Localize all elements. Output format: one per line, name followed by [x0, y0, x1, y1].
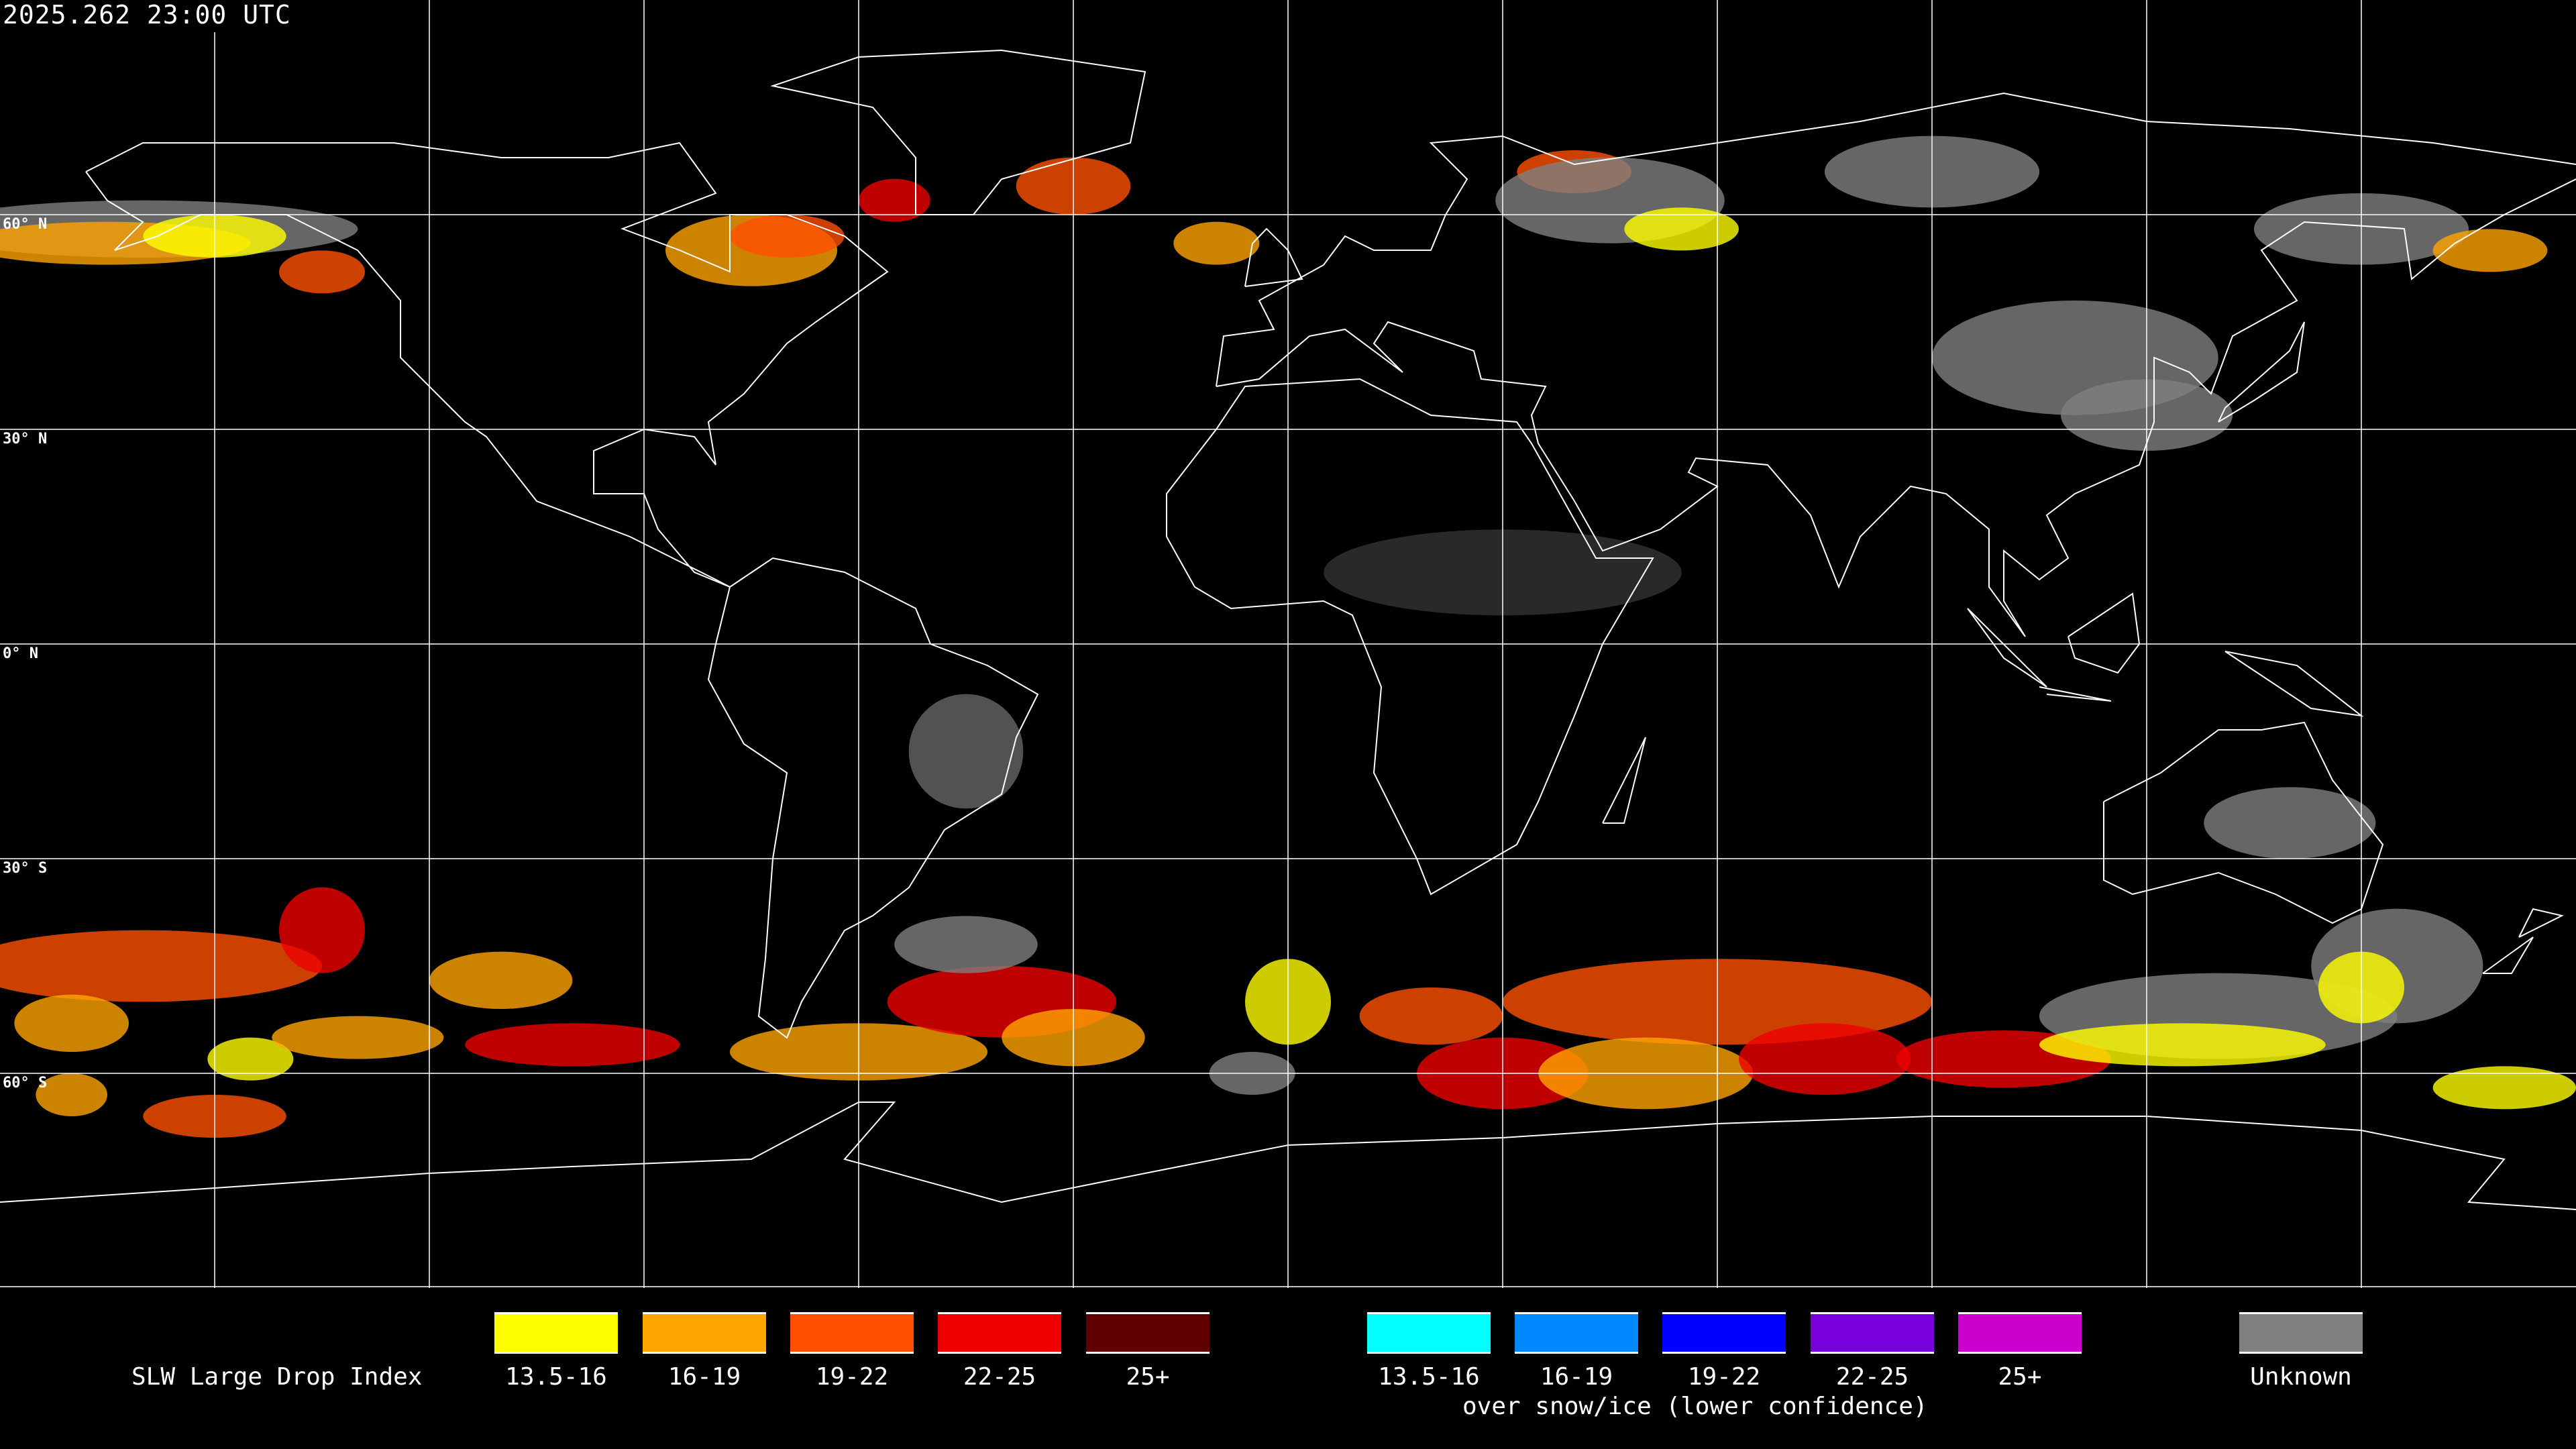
cloud-patch	[729, 214, 845, 258]
legend-swatch-snow-2	[1515, 1312, 1638, 1354]
legend-label-unknown: Unknown	[2250, 1363, 2352, 1391]
legend-swatch-main-3	[790, 1312, 914, 1354]
cloud-patch	[1624, 207, 1739, 251]
coastline	[1166, 378, 1654, 896]
timestamp-title: 2025.262 23:00 UTC	[3, 0, 291, 30]
legend-label-main-3: 19-22	[815, 1363, 889, 1391]
lat-lon-grid	[0, 0, 2576, 1288]
legend-label-snow-5: 25+	[1998, 1363, 2042, 1391]
coastline	[2218, 321, 2305, 423]
coastline	[2068, 592, 2141, 674]
legend-label-snow-3: 19-22	[1687, 1363, 1761, 1391]
cloud-patch	[207, 1037, 294, 1081]
coastline	[770, 49, 1146, 215]
lat-label-30s: 30° S	[3, 860, 48, 877]
lat-label-60n: 60° N	[3, 216, 48, 233]
coastline	[85, 142, 889, 588]
cloud-patch	[2432, 229, 2548, 272]
legend-swatch-main-2	[643, 1312, 766, 1354]
legend-title: SLW Large Drop Index	[131, 1363, 423, 1391]
lat-label-0n: 0° N	[3, 645, 38, 662]
cloud-patch	[2039, 1023, 2326, 1067]
legend-subtitle: over snow/ice (lower confidence)	[1462, 1393, 1928, 1420]
legend-label-main-5: 25+	[1126, 1363, 1170, 1391]
coastline	[2518, 908, 2564, 938]
cloud-patch	[1173, 221, 1260, 265]
coastline	[2039, 686, 2112, 702]
legend-label-main-2: 16-19	[667, 1363, 741, 1391]
coastline	[2482, 936, 2534, 974]
cloud-patch	[894, 916, 1038, 973]
cloud-patch	[1738, 1023, 1911, 1095]
legend-swatch-snow-1	[1367, 1312, 1491, 1354]
coastline	[1967, 608, 2047, 688]
lat-label-30n: 30° N	[3, 431, 48, 447]
coastline	[1216, 178, 2576, 637]
legend-label-main-1: 13.5-16	[505, 1363, 607, 1391]
legend-swatch-unknown	[2239, 1312, 2363, 1354]
coastlines	[0, 49, 2576, 1210]
legend-label-snow-2: 16-19	[1540, 1363, 1613, 1391]
cloud-patch	[272, 1016, 444, 1059]
slw-map	[0, 0, 2576, 1288]
cloud-patch	[908, 694, 1024, 809]
coastline	[1602, 737, 1646, 824]
cloud-patch	[2432, 1066, 2576, 1110]
cloud-patch	[14, 994, 129, 1053]
cloud-patch	[1359, 987, 1503, 1045]
legend-label-snow-1: 13.5-16	[1378, 1363, 1480, 1391]
cloud-patch	[429, 951, 573, 1010]
legend-swatch-main-4	[938, 1312, 1061, 1354]
legend-label-main-4: 22-25	[963, 1363, 1036, 1391]
coastline	[2224, 651, 2364, 717]
coastline	[1216, 92, 2576, 387]
legend-label-snow-4: 22-25	[1835, 1363, 1909, 1391]
legend-swatch-main-1	[494, 1312, 618, 1354]
cloud-patch	[0, 930, 323, 1002]
coastline	[1244, 227, 1303, 287]
legend-swatch-snow-5	[1958, 1312, 2082, 1354]
cloud-patch	[2204, 787, 2376, 859]
cloud-patch	[858, 178, 930, 222]
legend-swatch-main-5	[1086, 1312, 1210, 1354]
legend-swatch-snow-3	[1662, 1312, 1786, 1354]
cloud-patch	[36, 1073, 108, 1117]
cloud-patch	[278, 250, 366, 294]
cloud-patch	[465, 1023, 680, 1067]
legend-swatch-snow-4	[1811, 1312, 1934, 1354]
cloud-patch	[278, 887, 366, 973]
lat-label-60s: 60° S	[3, 1075, 48, 1091]
